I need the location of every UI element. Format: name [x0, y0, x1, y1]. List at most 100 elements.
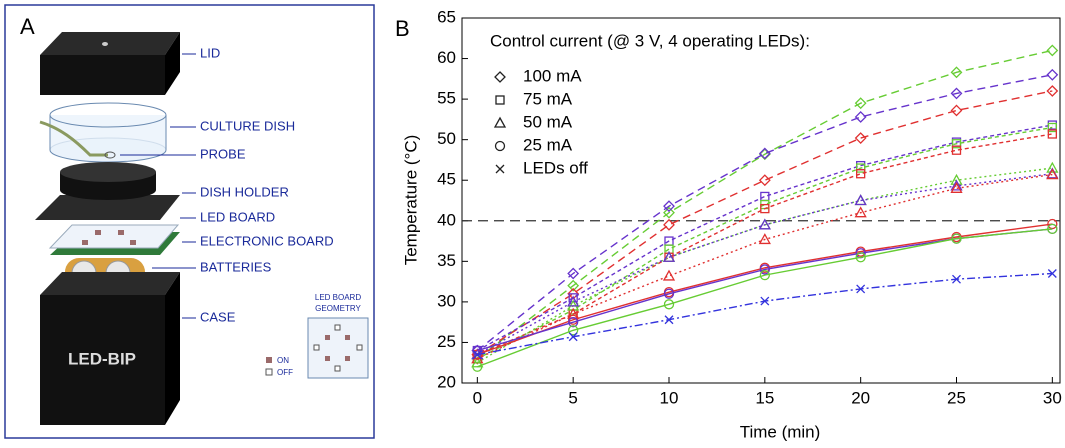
marker-square	[856, 169, 866, 179]
x-axis-label: Time (min)	[740, 422, 821, 441]
led-squares	[82, 230, 136, 245]
y-tick-label: 60	[437, 48, 456, 67]
panel-a: A LED-BIP LED BOARD	[4, 4, 375, 439]
legend-label: 75 mA	[523, 89, 573, 108]
y-axis-label: Temperature (°C)	[401, 135, 420, 266]
marker-circle	[951, 233, 962, 244]
y-tick-label: 20	[437, 372, 456, 391]
marker-circle	[663, 288, 675, 299]
panel-label: A	[20, 14, 35, 39]
y-tick-label: 30	[437, 291, 456, 310]
marker-square	[1047, 129, 1057, 139]
marker-triangle	[1046, 168, 1059, 180]
marker-diamond	[663, 200, 675, 213]
marker-diamond	[950, 87, 963, 100]
marker-x	[568, 332, 578, 342]
marker-diamond	[567, 279, 580, 292]
marker-diamond	[663, 218, 675, 231]
legend-label: 50 mA	[523, 112, 573, 131]
marker-diamond	[854, 97, 867, 110]
y-tick-label: 25	[437, 332, 456, 351]
led-board	[48, 224, 180, 249]
lid-top	[40, 32, 180, 55]
holder-plate	[35, 195, 180, 220]
x-tick-label: 20	[851, 388, 870, 407]
marker-diamond	[494, 71, 506, 83]
x-tick-label: 5	[568, 388, 577, 407]
y-tick-label: 65	[437, 7, 456, 26]
y-tick-label: 40	[437, 210, 456, 229]
marker-diamond	[854, 111, 867, 123]
marker-triangle	[493, 116, 507, 128]
marker-triangle	[854, 206, 867, 218]
holder-top	[60, 162, 156, 182]
off-label: OFF	[277, 368, 293, 377]
dish-top	[49, 102, 167, 128]
marker-x	[856, 284, 866, 294]
case-front	[40, 295, 165, 425]
probe-tip	[104, 151, 116, 159]
marker-diamond	[950, 104, 963, 117]
marker-square	[951, 145, 962, 155]
marker-diamond	[854, 132, 867, 144]
marker-circle	[759, 269, 770, 281]
part-label: LED BOARD	[200, 209, 275, 224]
y-tick-label: 50	[437, 129, 456, 148]
legend-label: 25 mA	[523, 135, 573, 154]
marker-x	[664, 315, 674, 325]
marker-x	[495, 164, 505, 174]
marker-square	[760, 203, 770, 214]
series-line	[477, 272, 1053, 356]
x-tick-label: 10	[660, 388, 679, 407]
series-line	[477, 228, 1053, 368]
marker-circle	[759, 264, 770, 275]
part-label: BATTERIES	[200, 259, 272, 274]
probe	[39, 120, 108, 157]
marker-circle	[568, 317, 579, 328]
marker-triangle	[758, 233, 771, 245]
marker-circle	[494, 140, 506, 152]
marker-square	[1047, 122, 1057, 133]
x-tick-label: 30	[1043, 388, 1062, 407]
marker-diamond	[663, 206, 675, 219]
marker-x	[760, 296, 770, 306]
series-line	[477, 173, 1053, 360]
lid-front	[40, 55, 165, 95]
marker-diamond	[950, 66, 963, 79]
marker-x	[952, 274, 961, 284]
marker-circle	[568, 325, 579, 336]
series-line	[477, 228, 1053, 352]
legend-title: Control current (@ 3 V, 4 operating LEDs…	[490, 31, 810, 50]
legend-label: 100 mA	[523, 66, 582, 85]
dish-wall	[50, 115, 166, 150]
series-line	[476, 49, 1053, 360]
on-label: ON	[277, 356, 289, 365]
marker-triangle	[1046, 161, 1059, 173]
off-swatch	[265, 368, 273, 376]
marker-triangle	[950, 181, 963, 193]
part-label: DISH HOLDER	[200, 184, 289, 199]
marker-diamond	[1046, 68, 1059, 81]
on-swatch	[266, 357, 272, 363]
lid-hole	[102, 42, 108, 46]
part-label: CASE	[200, 309, 236, 324]
legend-label: LEDs off	[523, 158, 588, 177]
marker-triangle	[854, 194, 867, 206]
y-tick-label: 45	[437, 170, 456, 189]
marker-triangle	[662, 269, 676, 281]
marker-diamond	[567, 267, 580, 280]
marker-circle	[663, 299, 675, 310]
plot-frame	[461, 17, 1061, 384]
marker-diamond	[758, 174, 771, 187]
y-tick-label: 35	[437, 251, 456, 270]
marker-circle	[855, 252, 866, 263]
marker-x	[1047, 269, 1057, 278]
marker-diamond	[1046, 85, 1059, 97]
marker-diamond	[1046, 44, 1059, 57]
marker-diamond	[567, 287, 580, 300]
case-text: LED-BIP	[68, 349, 136, 368]
panel-a-frame	[4, 4, 375, 439]
lid-side	[165, 32, 180, 95]
